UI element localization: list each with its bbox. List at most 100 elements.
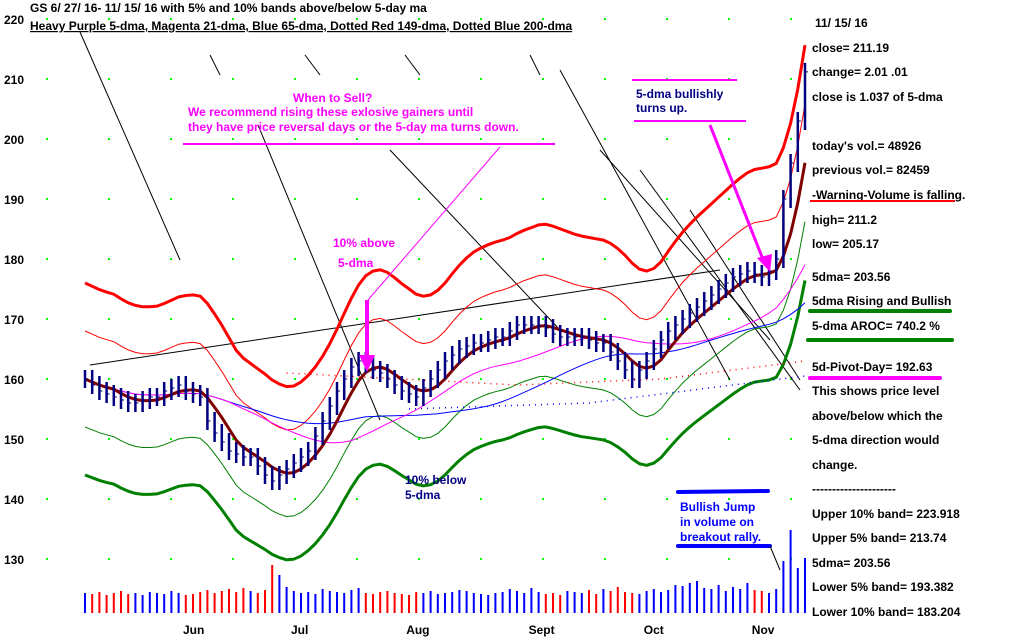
grid-dot (542, 438, 544, 440)
grid-dot (294, 498, 296, 500)
price-bars (83, 62, 808, 490)
volume-bar (480, 594, 482, 613)
volume-bar (357, 588, 360, 613)
grid-dot (108, 138, 110, 140)
volume-bar (372, 594, 374, 613)
grid-dot (790, 138, 792, 140)
volume-bar (789, 530, 792, 613)
sell-line-1: We recommend rising these exlosive gaine… (188, 105, 473, 119)
grid-dot (418, 78, 420, 80)
pointer-line (404, 54, 421, 76)
volume-bar (580, 593, 583, 613)
volume-bar (494, 593, 497, 613)
grid-dot (480, 438, 482, 440)
grid-dot (108, 498, 110, 500)
volume-bar (796, 568, 799, 613)
grid-dot (46, 258, 48, 260)
jump-pointer-line (769, 545, 781, 571)
volume-bar (746, 583, 749, 613)
grid-dot (790, 318, 792, 320)
volume-bar (105, 595, 108, 613)
grid-dot (46, 198, 48, 200)
volume-bar (638, 594, 641, 613)
grid-dot (46, 558, 48, 560)
grid-dot (46, 18, 48, 20)
series (84, 44, 807, 562)
grid-dot (170, 498, 172, 500)
volume-bar (415, 592, 418, 613)
volume-bar (400, 594, 403, 613)
grid-dot (232, 498, 234, 500)
grid-dot (542, 558, 544, 560)
grid-dot (790, 498, 792, 500)
grid-dot (480, 78, 482, 80)
grid-dot (666, 558, 668, 560)
grid-dot (356, 318, 358, 320)
volume-bar (652, 589, 655, 613)
pivot-note-3: 5-dma direction would (812, 433, 939, 447)
grid-dot (356, 198, 358, 200)
grid-dot (46, 438, 48, 440)
volume-bar (508, 589, 511, 613)
grid-dot (542, 378, 544, 380)
volume-bar (760, 591, 763, 613)
volume-bar (472, 593, 475, 613)
grid-dot (418, 138, 420, 140)
grid-dot (480, 318, 482, 320)
jump-label-1: Bullish Jump (680, 500, 755, 514)
volume-bar (264, 590, 266, 613)
volume-bar (300, 593, 302, 613)
grid-dot (542, 138, 544, 140)
volume-bar (544, 594, 547, 613)
grid-dot (170, 138, 172, 140)
x-month-label: Jul (291, 623, 308, 637)
sell-annotation: When to Sell? We recommend rising these … (188, 91, 519, 270)
grid-dot (790, 78, 792, 80)
jump-label-2: in volume on (680, 515, 754, 529)
grid-dot (728, 438, 730, 440)
bullish-arrow-head-icon (757, 254, 772, 272)
volume-bar (292, 591, 295, 613)
x-month-label: Aug (406, 623, 429, 637)
jump-top-line (676, 489, 770, 494)
grid-dot (604, 498, 606, 500)
y-tick-label: 210 (4, 73, 24, 87)
grid-dot (356, 18, 358, 20)
info-low: low= 205.17 (812, 237, 879, 251)
volume-bar (220, 591, 223, 613)
y-tick-label: 200 (4, 133, 24, 147)
grid-dot (604, 18, 606, 20)
volume-bar (235, 592, 238, 613)
volume-bar (422, 593, 425, 613)
volume-bar (242, 588, 245, 613)
volume-bar (393, 593, 396, 613)
grid-dot (666, 498, 668, 500)
volume-bar (177, 593, 180, 613)
volume-bar (696, 581, 698, 613)
volume-bar (112, 593, 115, 613)
volume-bar (444, 593, 446, 613)
grid-dot (480, 138, 482, 140)
volume-bar (307, 592, 310, 613)
sell-title: When to Sell? (293, 91, 372, 105)
volume-bar (429, 591, 432, 613)
volume-bar (120, 591, 122, 613)
grid-dot (294, 198, 296, 200)
y-tick-label: 130 (4, 553, 24, 567)
info-5dma: 5dma= 203.56 (812, 270, 891, 284)
chart-title: GS 6/ 27/ 16- 11/ 15/ 16 with 5% and 10%… (30, 1, 427, 15)
volume-bar (710, 589, 713, 613)
grid-dot (418, 498, 420, 500)
volume-bar (530, 588, 533, 613)
volume-bar (775, 589, 778, 613)
volume-bar (674, 585, 677, 613)
info-todays-vol: today's vol.= 48926 (812, 139, 922, 153)
pointer-line (304, 54, 321, 76)
grid-dot (604, 558, 606, 560)
volume-bar (732, 587, 734, 613)
volume-bar (717, 585, 720, 613)
info-change: change= 2.01 .01 (812, 65, 908, 79)
pivot-note-2: above/below which the (812, 409, 943, 423)
grid-dot (542, 498, 544, 500)
